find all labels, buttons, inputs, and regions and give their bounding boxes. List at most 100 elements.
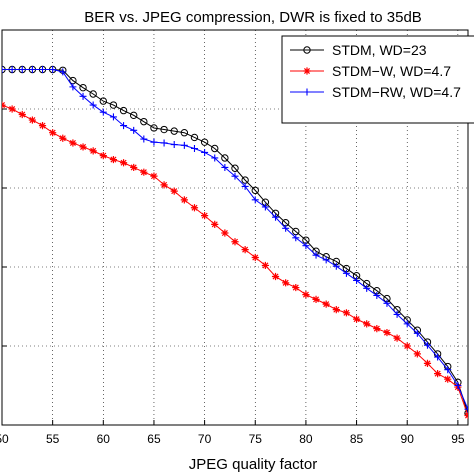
data-point — [160, 125, 168, 134]
data-point — [150, 124, 158, 132]
data-point — [241, 246, 249, 254]
data-point — [454, 382, 462, 389]
data-point — [18, 66, 26, 73]
legend-marker — [303, 67, 311, 75]
data-point — [109, 113, 117, 121]
data-point — [119, 159, 128, 167]
data-point — [211, 154, 219, 162]
data-point — [282, 224, 290, 232]
data-point — [39, 66, 47, 73]
data-point — [352, 315, 361, 323]
data-point — [180, 141, 188, 149]
data-point — [221, 154, 229, 162]
data-point — [8, 66, 16, 73]
data-point — [393, 334, 401, 342]
data-point — [373, 325, 381, 333]
data-point — [201, 148, 209, 156]
data-point — [109, 101, 118, 109]
data-point — [190, 133, 199, 142]
data-point — [261, 203, 269, 211]
plot-frame — [1, 29, 469, 426]
data-point — [221, 163, 229, 171]
data-point — [251, 186, 259, 195]
data-point — [89, 147, 97, 155]
data-point — [464, 405, 468, 413]
legend-marker — [303, 88, 311, 96]
data-point — [312, 295, 320, 303]
data-point — [8, 105, 16, 113]
data-point — [211, 220, 219, 228]
data-point — [413, 329, 421, 337]
series-2 — [2, 66, 468, 413]
data-point — [69, 139, 77, 147]
data-point — [322, 300, 330, 308]
data-point — [434, 353, 442, 361]
data-point — [2, 101, 6, 109]
x-tick-label: 65 — [147, 432, 161, 446]
data-point — [49, 66, 57, 73]
data-point — [140, 135, 148, 143]
data-point — [170, 187, 178, 195]
data-point — [190, 145, 198, 152]
series-group — [2, 65, 468, 420]
data-point — [109, 155, 118, 164]
data-point — [434, 370, 442, 378]
x-tick-label: 60 — [97, 432, 111, 446]
data-point — [129, 111, 138, 120]
data-point — [363, 320, 371, 328]
series-line — [2, 104, 468, 416]
data-point — [160, 139, 168, 147]
data-point — [292, 234, 300, 242]
data-point — [49, 129, 57, 137]
data-point — [130, 126, 138, 134]
data-point — [444, 366, 452, 374]
data-point — [119, 106, 128, 115]
data-point — [444, 375, 452, 383]
data-point — [59, 134, 67, 142]
data-point — [28, 116, 36, 124]
data-point — [79, 83, 87, 92]
data-point — [99, 108, 107, 116]
data-point — [332, 262, 340, 270]
data-point — [423, 341, 431, 349]
x-tick-label: 75 — [249, 432, 263, 446]
data-point — [413, 350, 421, 358]
data-point — [170, 127, 178, 135]
x-tick-label: 55 — [46, 432, 60, 446]
x-axis-ticks: 50 55 60 65 70 75 80 85 90 95 — [0, 420, 465, 446]
data-point — [231, 172, 239, 180]
legend-label: STDM−RW, WD=4.7 — [332, 84, 461, 100]
data-point — [59, 68, 67, 76]
data-point — [342, 309, 351, 317]
data-point — [89, 90, 97, 98]
data-point — [272, 213, 280, 221]
data-point — [241, 182, 249, 190]
data-point — [292, 283, 300, 292]
data-point — [251, 196, 259, 204]
data-point — [221, 229, 229, 237]
data-point — [180, 196, 188, 204]
data-point — [140, 168, 148, 176]
data-point — [201, 212, 209, 220]
legend-label: STDM, WD=23 — [332, 42, 427, 58]
data-point — [312, 251, 320, 259]
data-point — [150, 172, 158, 180]
data-point — [2, 66, 6, 73]
x-tick-label: 50 — [0, 432, 9, 446]
data-point — [170, 141, 178, 149]
data-point — [282, 279, 290, 287]
data-point — [353, 276, 361, 284]
series-1 — [2, 101, 468, 420]
data-point — [89, 101, 97, 109]
data-point — [261, 261, 269, 270]
data-point — [38, 121, 47, 130]
legend: STDM, WD=23 STDM−W, WD=4.7 STDM−RW, WD=4.7 — [281, 35, 474, 124]
data-point — [332, 306, 340, 314]
data-point — [99, 97, 108, 105]
data-point — [373, 291, 381, 299]
data-point — [393, 310, 401, 318]
data-point — [140, 117, 148, 126]
data-point — [251, 253, 259, 262]
data-point — [79, 92, 87, 100]
